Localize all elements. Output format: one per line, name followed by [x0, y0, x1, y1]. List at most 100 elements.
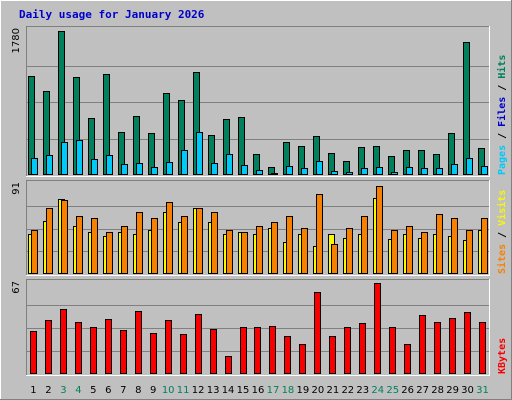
bar-kbytes-day-16 [254, 327, 261, 374]
bar-kbytes-day-24 [374, 283, 381, 374]
bar-sites-day-25 [391, 230, 398, 274]
chart-title: Daily usage for January 2026 [19, 8, 205, 21]
bar-sites-day-12 [196, 208, 203, 274]
bar-sites-day-14 [226, 230, 233, 274]
x-tick-label-day-4: 4 [75, 385, 81, 396]
x-tick-label-day-20: 20 [312, 385, 325, 396]
bar-kbytes-day-4 [75, 322, 82, 374]
bar-pages-day-31 [481, 166, 488, 175]
bar-kbytes-day-3 [60, 309, 67, 374]
x-tick-label-day-1: 1 [30, 385, 36, 396]
bar-pages-day-14 [226, 154, 233, 175]
bar-sites-day-28 [436, 214, 443, 274]
bar-kbytes-day-7 [120, 330, 127, 374]
bar-kbytes-day-31 [479, 322, 486, 374]
bar-pages-day-10 [166, 162, 173, 175]
bar-kbytes-day-23 [359, 323, 366, 374]
x-tick-label-day-31: 31 [476, 385, 489, 396]
bar-sites-day-8 [136, 212, 143, 274]
bar-sites-day-20 [316, 194, 323, 274]
x-tick-label-day-13: 13 [207, 385, 220, 396]
bar-sites-day-26 [406, 226, 413, 274]
bar-sites-day-3 [61, 200, 68, 274]
bar-kbytes-day-13 [210, 329, 217, 374]
panel-axis-label: Sites / Visits [496, 190, 508, 274]
bar-kbytes-day-21 [329, 336, 336, 374]
bar-kbytes-day-8 [135, 311, 142, 374]
bar-kbytes-day-26 [404, 344, 411, 374]
bar-kbytes-day-10 [165, 320, 172, 374]
x-tick-label-day-15: 15 [237, 385, 250, 396]
axis-label-part: Files [496, 97, 508, 127]
bar-pages-day-3 [61, 142, 68, 175]
bar-hits-day-25 [388, 156, 395, 175]
bar-kbytes-day-18 [284, 336, 291, 374]
bar-kbytes-day-28 [434, 322, 441, 374]
bar-sites-day-30 [466, 230, 473, 274]
x-tick-label-day-19: 19 [297, 385, 310, 396]
bar-sites-day-1 [31, 230, 38, 274]
bar-kbytes-day-12 [195, 314, 202, 374]
x-tick-label-day-29: 29 [446, 385, 459, 396]
chart-panels: 1780 Pages / Files / Hits 91 Sites / Visits… [11, 26, 508, 376]
x-tick-label-day-17: 17 [267, 385, 280, 396]
bar-sites-day-17 [271, 222, 278, 274]
bar-sites-day-19 [301, 228, 308, 274]
x-tick-label-day-30: 30 [461, 385, 474, 396]
x-tick-label-day-25: 25 [386, 385, 399, 396]
x-tick-label-day-21: 21 [326, 385, 339, 396]
bar-kbytes-day-11 [180, 334, 187, 374]
x-tick-label-day-9: 9 [150, 385, 156, 396]
panel-hits: 1780 Pages / Files / Hits [11, 26, 508, 177]
bar-pages-day-8 [136, 163, 143, 175]
x-tick-label-day-6: 6 [105, 385, 111, 396]
bar-pages-day-6 [106, 155, 113, 175]
bar-sites-day-10 [166, 202, 173, 274]
bar-kbytes-day-17 [269, 326, 276, 374]
axis-label-part: / [497, 226, 508, 244]
bar-sites-day-31 [481, 218, 488, 274]
bar-sites-day-15 [241, 232, 248, 274]
bar-pages-day-1 [31, 158, 38, 175]
bar-pages-day-13 [211, 163, 218, 175]
bar-pages-day-19 [301, 168, 308, 175]
bar-sites-day-21 [331, 244, 338, 274]
bar-sites-day-24 [376, 186, 383, 274]
bar-pages-day-18 [286, 166, 293, 175]
bar-pages-day-5 [91, 159, 98, 175]
bar-kbytes-day-6 [105, 319, 112, 374]
x-tick-label-day-18: 18 [282, 385, 295, 396]
axis-label-part: Visits [496, 190, 508, 226]
bar-sites-day-27 [421, 232, 428, 274]
x-tick-label-day-12: 12 [192, 385, 205, 396]
bar-pages-day-12 [196, 132, 203, 175]
bar-pages-day-9 [151, 167, 158, 175]
x-tick-label-day-27: 27 [416, 385, 429, 396]
bar-sites-day-7 [121, 226, 128, 274]
bar-pages-day-15 [241, 165, 248, 175]
bar-pages-day-27 [421, 168, 428, 175]
bar-kbytes-day-20 [314, 292, 321, 374]
bar-kbytes-day-25 [389, 327, 396, 374]
panel-kbytes: 67 KBytes [11, 279, 508, 376]
bar-kbytes-day-30 [464, 312, 471, 374]
x-tick-label-day-3: 3 [60, 385, 66, 396]
axis-label-part: Sites [496, 244, 508, 274]
panel-max-label: 1780 [11, 28, 22, 53]
bar-sites-day-13 [211, 212, 218, 274]
bar-pages-day-16 [256, 170, 263, 175]
bar-pages-day-24 [376, 167, 383, 175]
bar-sites-day-9 [151, 218, 158, 274]
bar-kbytes-day-29 [449, 318, 456, 374]
axis-label-part: / [497, 127, 508, 145]
bar-kbytes-day-1 [30, 331, 37, 374]
bar-kbytes-day-22 [344, 327, 351, 374]
bar-kbytes-day-27 [419, 315, 426, 374]
panel-axis-label: KBytes [497, 338, 508, 374]
panel-max-label: 67 [11, 281, 22, 294]
x-tick-label-day-24: 24 [371, 385, 384, 396]
bar-kbytes-day-2 [45, 320, 52, 374]
panel-visits: 91 Sites / Visits [11, 180, 508, 276]
bar-sites-day-18 [286, 216, 293, 274]
